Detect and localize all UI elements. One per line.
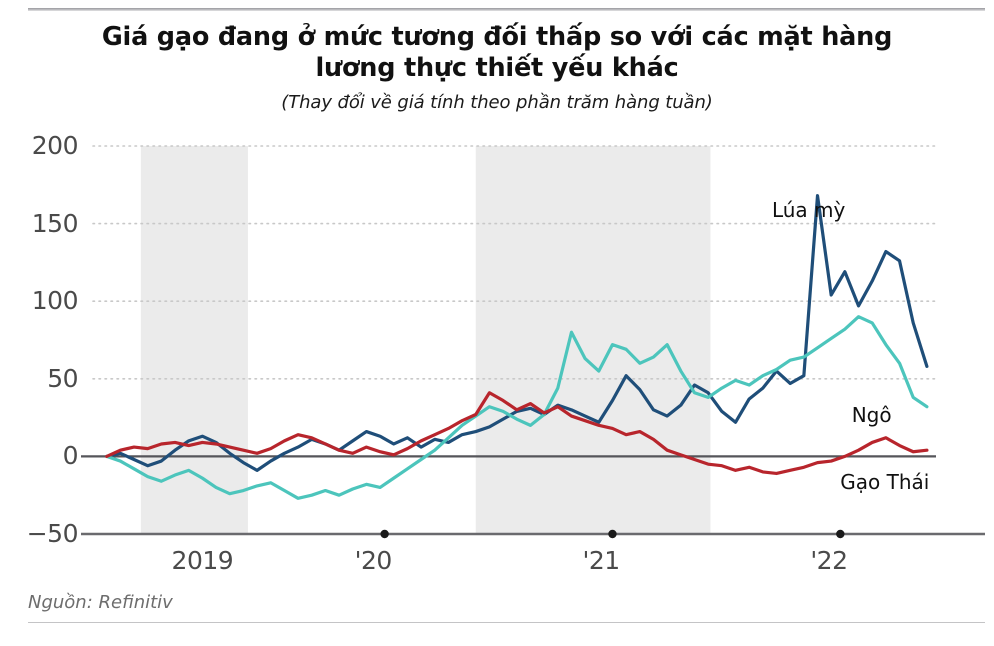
series-label-ngô: Ngô bbox=[851, 403, 892, 428]
y-tick-label-0: 0 bbox=[62, 441, 79, 471]
chart-title-line-1: Giá gạo đang ở mức tương đối thấp so với… bbox=[101, 22, 893, 52]
y-tick-label-50: 50 bbox=[47, 363, 78, 393]
chart-subtitle: (Thay đổi về giá tính theo phần trăm hàn… bbox=[281, 92, 713, 113]
y-tick-label-150: 150 bbox=[31, 208, 79, 238]
bottom-divider bbox=[28, 622, 985, 623]
shaded-band-2 bbox=[475, 146, 711, 534]
x-tick-label-21: '21 bbox=[582, 546, 620, 575]
shaded-band-1 bbox=[140, 146, 248, 534]
top-divider bbox=[28, 8, 985, 11]
x-tick-dot-22 bbox=[836, 529, 845, 539]
source-note: Nguồn: Refinitiv bbox=[28, 592, 173, 613]
x-tick-dot-20 bbox=[380, 529, 389, 539]
series-line-ngô bbox=[105, 315, 929, 500]
series-label-gạo-thái: Gạo Thái bbox=[840, 469, 930, 494]
y-tick-label-100: 100 bbox=[31, 286, 79, 316]
series-label-lúa-mỳ: Lúa mỳ bbox=[771, 198, 846, 223]
x-tick-dot-21 bbox=[608, 529, 617, 539]
y-tick-label-200: 200 bbox=[31, 131, 79, 160]
title-block: Giá gạo đang ở mức tương đối thấp so với… bbox=[0, 22, 994, 113]
series-line-gạo-thái bbox=[105, 391, 929, 476]
x-tick-label-20: '20 bbox=[354, 546, 393, 575]
x-tick-label-22: '22 bbox=[810, 546, 848, 575]
x-tick-label-2019: 2019 bbox=[171, 546, 234, 575]
chart-title-line-2: lương thực thiết yếu khác bbox=[315, 53, 679, 83]
y-tick-label--50: −50 bbox=[26, 519, 79, 548]
